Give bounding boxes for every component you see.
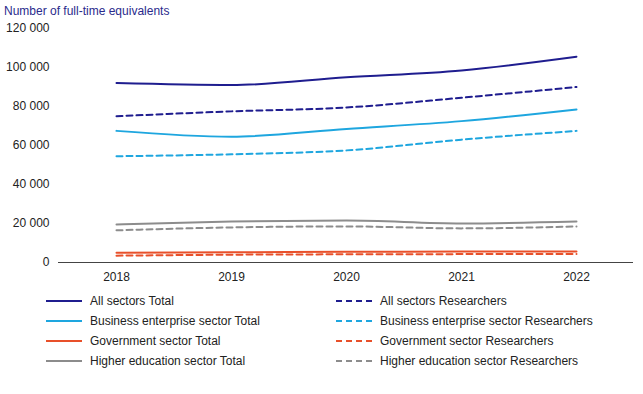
html-text:All sectors Researchers: All sectors Researchers [380,294,507,308]
html-text:Higher education sector Total: Higher education sector Total [90,354,246,368]
svg-text:2021: 2021 [448,270,475,284]
html-text:Business enterprise sector Tot: Business enterprise sector Total [90,314,260,328]
svg-text:2022: 2022 [563,270,590,284]
svg-text:20 000: 20 000 [13,216,50,230]
svg-text:100 000: 100 000 [6,60,50,74]
html-text:Government sector Total: Government sector Total [90,334,221,348]
svg-text:40 000: 40 000 [13,177,50,191]
svg-text:80 000: 80 000 [13,99,50,113]
html-text:Government sector Researchers: Government sector Researchers [380,334,554,348]
svg-text:2019: 2019 [218,270,245,284]
svg-text:120 000: 120 000 [6,21,50,35]
svg-text:60 000: 60 000 [13,138,50,152]
html-text:All sectors Total: All sectors Total [90,294,174,308]
svg-text:2018: 2018 [103,270,130,284]
html-text:Business enterprise sector Res: Business enterprise sector Researchers [380,314,593,328]
html-text:Number of full-time equivalent: Number of full-time equivalents [4,4,170,18]
html-text:Higher education sector Resear: Higher education sector Researchers [380,354,579,368]
svg-text:0: 0 [43,255,50,269]
svg-text:2020: 2020 [333,270,360,284]
